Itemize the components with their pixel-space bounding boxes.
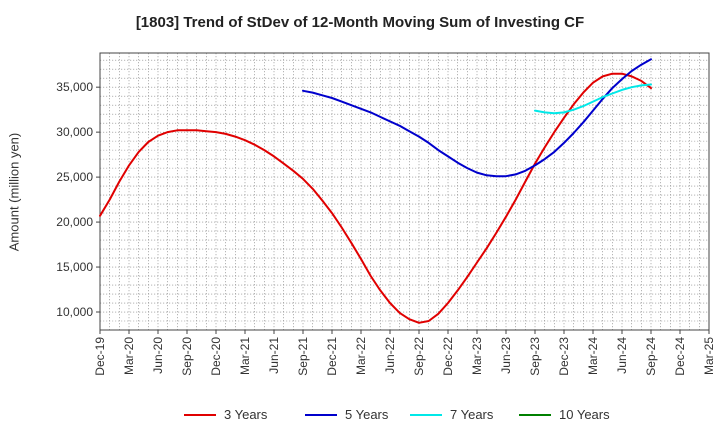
x-tick-label: Sep-22	[412, 337, 426, 376]
y-tick-label: 30,000	[56, 125, 93, 139]
y-tick-label: 35,000	[56, 80, 93, 94]
series-line-3-years	[99, 72, 652, 324]
x-tick-label: Jun-22	[383, 337, 397, 374]
chart-title: [1803] Trend of StDev of 12-Month Moving…	[135, 14, 585, 31]
legend: 3 Years 5 Years 7 Years 10 Years	[184, 407, 610, 422]
x-tick-label: Jun-21	[267, 337, 281, 374]
y-tick-label: 25,000	[56, 170, 93, 184]
x-tick-label: Dec-21	[325, 337, 339, 376]
series-lines	[99, 58, 652, 324]
x-tick-label: Mar-23	[470, 337, 484, 375]
y-tick-label: 15,000	[56, 260, 93, 274]
x-tick-label: Dec-23	[557, 337, 571, 376]
x-tick-label: Sep-23	[528, 337, 542, 376]
x-tick-label: Mar-22	[354, 337, 368, 375]
legend-label-10-years: 10 Years	[559, 407, 610, 422]
legend-label-5-years: 5 Years	[345, 407, 389, 422]
x-tick-label: Jun-24	[615, 337, 629, 374]
y-tick-label: 10,000	[56, 305, 93, 319]
x-tick-label: Jun-20	[151, 337, 165, 374]
axes: 10,000 15,000 20,000 25,000 30,000 35,000 Dec-…	[56, 52, 716, 376]
legend-label-3-years: 3 Years	[224, 407, 268, 422]
gridlines	[99, 53, 710, 330]
x-tick-label: Dec-19	[93, 337, 107, 376]
x-tick-label: Jun-23	[499, 337, 513, 374]
x-tick-label: Dec-20	[209, 337, 223, 376]
x-tick-label: Mar-21	[238, 337, 252, 375]
x-tick-label: Mar-20	[122, 337, 136, 375]
x-tick-label: Mar-25	[702, 337, 716, 375]
x-tick-label: Sep-21	[296, 337, 310, 376]
legend-label-7-years: 7 Years	[450, 407, 494, 422]
x-tick-label: Sep-20	[180, 337, 194, 376]
x-tick-label: Sep-24	[644, 337, 658, 376]
plot-frame	[99, 52, 710, 331]
series-line-7-years	[534, 83, 652, 115]
y-tick-label: 20,000	[56, 215, 93, 229]
series-line-5-years	[302, 58, 652, 178]
x-tick-label: Dec-24	[673, 337, 687, 376]
x-tick-label: Mar-24	[586, 337, 600, 375]
x-tick-label: Dec-22	[441, 337, 455, 376]
